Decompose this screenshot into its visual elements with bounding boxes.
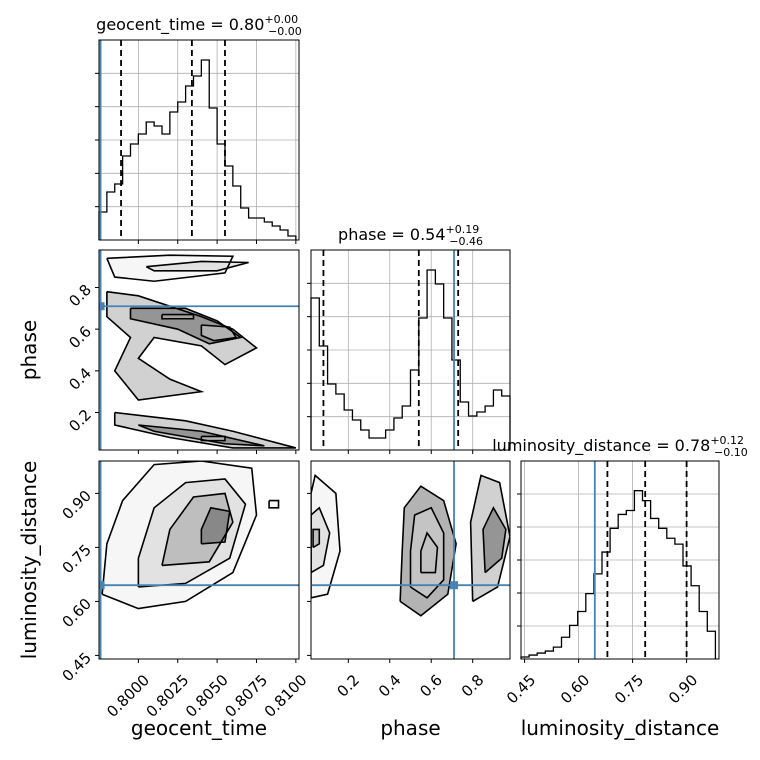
contour-area [311,461,510,659]
contour-line [482,506,507,574]
xtick-label-luminosity_distance: 0.60 [557,671,593,707]
hist-title-geocent_time: geocent_time = 0.80+0.00 −0.00 [96,13,302,38]
xtick-label-phase: 0.6 [416,671,446,701]
histogram-step [310,269,511,450]
contour-line [200,506,231,545]
panel-frame [98,249,300,451]
density-fill [470,475,510,602]
histogram-step [98,59,297,240]
title-minus: −0.10 [714,446,748,459]
xtick-label-geocent_time: 0.8025 [143,671,193,721]
contour-line [138,424,265,447]
density-fill [311,475,341,598]
ytick-label: 0.75 [59,541,95,577]
density-fill [138,479,246,587]
contour-area [99,461,299,659]
hist-title-luminosity_distance: luminosity_distance = 0.78+0.12 −0.10 [492,434,748,459]
panel-frame [310,460,511,660]
density-fill [106,291,257,400]
contour-panel-geocent_time-luminosity_distance: 0.45 0.60 0.75 0.90 [59,460,300,685]
panel-frame [98,39,300,241]
density-fill [201,507,230,544]
yaxis-label-luminosity_distance: luminosity_distance [17,461,41,660]
hist-panel-luminosity_distance: luminosity_distance = 0.78+0.12 −0.10 [492,434,748,663]
title-plus: +0.19 [446,223,480,236]
xtick-label-luminosity_distance: 0.45 [503,671,539,707]
contour-line [129,307,243,345]
hist-panel-phase: phase = 0.54+0.19 −0.46 [307,223,511,454]
contour-panel-phase-luminosity_distance [307,460,511,663]
ytick-label: 0.4 [65,364,95,394]
contour-line [200,435,226,442]
xtick-label-geocent_time: 0.8000 [103,671,153,721]
title-minus: −0.00 [268,25,302,38]
density-fill [161,493,233,566]
ytick-label: 0.90 [59,487,95,523]
density-fill [201,436,225,441]
xaxis-label-geocent_time: geocent_time [131,716,267,740]
density-fill [410,507,444,598]
panel-frame [98,460,300,660]
title-name: geocent_time = 0.80 [96,15,264,35]
ytick-label: 0.60 [59,595,95,631]
density-fill [313,529,320,548]
xtick-label-phase: 0.2 [333,671,363,701]
density-fill [130,308,241,344]
xtick-label-phase: 0.4 [375,671,405,701]
density-fill [102,461,257,609]
title-minus: −0.46 [449,235,483,248]
contour-line [161,492,234,567]
xtick-label-phase: 0.8 [458,671,488,701]
ytick-label: 0.2 [65,406,95,436]
ytick-label: 0.8 [65,281,95,311]
density-fill [138,425,265,446]
yaxis-label-phase: phase [17,320,41,380]
density-fill [161,314,194,319]
contour-area [99,250,299,450]
title-name: phase = 0.54 [338,225,445,244]
truth-marker [99,581,105,590]
ytick-label: 0.6 [65,322,95,352]
contour-line [268,499,280,509]
contour-line [106,290,258,401]
xtick-label-luminosity_distance: 0.75 [611,671,647,707]
truth-marker [450,581,459,590]
title-plus: +0.12 [710,434,744,447]
contour-line [106,254,235,283]
ytick-label: 0.45 [59,649,95,685]
xtick-label-geocent_time: 0.8100 [261,671,311,721]
xtick-label-luminosity_distance: 0.90 [665,671,701,707]
panel-frame [310,249,511,451]
contour-panel-geocent_time-phase: 0.2 0.4 0.6 0.8 [65,249,300,454]
xtick-label-geocent_time: 0.8050 [182,671,232,721]
hist-title-phase: phase = 0.54+0.19 −0.46 [338,223,483,248]
contour-line [399,485,457,617]
xtick-label-geocent_time: 0.8075 [221,671,271,721]
density-fill [269,500,279,508]
xaxis-label-phase: phase [380,716,440,740]
contour-line [420,531,439,574]
panel-frame [520,460,720,660]
contour-line [311,473,341,599]
density-fill [483,507,506,573]
hist-panel-geocent_time: geocent_time = 0.80+0.00 −0.00 [95,13,302,244]
contour-line [113,411,297,449]
xaxis-label-luminosity_distance: luminosity_distance [521,716,720,740]
contour-line [200,324,238,342]
contour-line [161,313,195,320]
histogram-step [520,490,717,659]
contour-line [469,474,510,603]
contour-line [145,260,249,272]
title-plus: +0.00 [264,13,298,26]
title-name: luminosity_distance = 0.78 [492,436,710,456]
contour-line [137,478,247,588]
contour-line [312,528,321,549]
contour-line [409,506,445,599]
contour-line [101,461,258,610]
density-fill [114,412,296,448]
truth-marker [99,302,105,311]
contour-line [311,506,331,574]
